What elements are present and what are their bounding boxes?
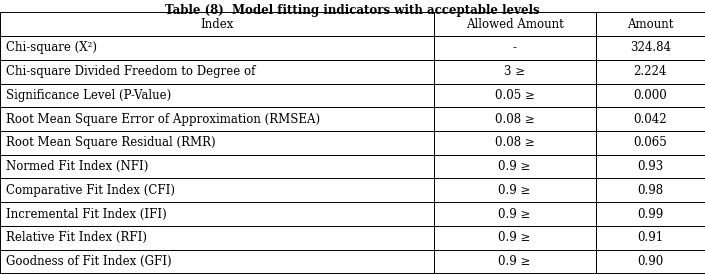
Bar xyxy=(0,131,434,155)
Text: Index: Index xyxy=(200,18,233,31)
Text: Incremental Fit Index (IFI): Incremental Fit Index (IFI) xyxy=(6,208,166,221)
Bar xyxy=(596,84,705,107)
Text: 0.9 ≥: 0.9 ≥ xyxy=(498,160,531,173)
Bar xyxy=(434,202,596,226)
Bar xyxy=(0,60,434,84)
Text: Table (8)  Model fitting indicators with acceptable levels: Table (8) Model fitting indicators with … xyxy=(165,4,540,17)
Bar xyxy=(0,107,434,131)
Text: Root Mean Square Error of Approximation (RMSEA): Root Mean Square Error of Approximation … xyxy=(6,113,320,126)
Text: 0.000: 0.000 xyxy=(634,89,667,102)
Bar xyxy=(0,36,434,60)
Bar xyxy=(596,60,705,84)
Bar xyxy=(434,84,596,107)
Text: 2.224: 2.224 xyxy=(634,65,667,78)
Bar xyxy=(0,202,434,226)
Text: -: - xyxy=(513,41,517,55)
Bar xyxy=(596,12,705,36)
Bar xyxy=(596,226,705,250)
Text: Amount: Amount xyxy=(627,18,673,31)
Text: 0.93: 0.93 xyxy=(637,160,663,173)
Text: 0.9 ≥: 0.9 ≥ xyxy=(498,184,531,197)
Bar xyxy=(0,178,434,202)
Text: 0.9 ≥: 0.9 ≥ xyxy=(498,231,531,244)
Bar xyxy=(0,250,434,273)
Bar xyxy=(0,155,434,178)
Text: Relative Fit Index (RFI): Relative Fit Index (RFI) xyxy=(6,231,147,244)
Bar xyxy=(596,250,705,273)
Text: Comparative Fit Index (CFI): Comparative Fit Index (CFI) xyxy=(6,184,175,197)
Text: 0.91: 0.91 xyxy=(637,231,663,244)
Text: Allowed Amount: Allowed Amount xyxy=(466,18,563,31)
Bar xyxy=(596,131,705,155)
Text: 0.08 ≥: 0.08 ≥ xyxy=(495,136,534,149)
Bar xyxy=(434,60,596,84)
Bar xyxy=(0,226,434,250)
Bar xyxy=(434,178,596,202)
Bar xyxy=(434,131,596,155)
Bar xyxy=(434,12,596,36)
Bar xyxy=(0,84,434,107)
Text: 0.042: 0.042 xyxy=(634,113,667,126)
Text: 0.98: 0.98 xyxy=(637,184,663,197)
Bar xyxy=(434,155,596,178)
Text: 0.99: 0.99 xyxy=(637,208,663,221)
Text: 0.05 ≥: 0.05 ≥ xyxy=(495,89,534,102)
Bar xyxy=(596,155,705,178)
Text: 0.9 ≥: 0.9 ≥ xyxy=(498,255,531,268)
Text: Root Mean Square Residual (RMR): Root Mean Square Residual (RMR) xyxy=(6,136,215,149)
Text: Goodness of Fit Index (GFI): Goodness of Fit Index (GFI) xyxy=(6,255,171,268)
Bar xyxy=(434,107,596,131)
Text: 0.065: 0.065 xyxy=(634,136,667,149)
Text: 0.9 ≥: 0.9 ≥ xyxy=(498,208,531,221)
Text: Significance Level (P-Value): Significance Level (P-Value) xyxy=(6,89,171,102)
Bar xyxy=(596,107,705,131)
Text: 0.08 ≥: 0.08 ≥ xyxy=(495,113,534,126)
Text: Chi-square Divided Freedom to Degree of: Chi-square Divided Freedom to Degree of xyxy=(6,65,255,78)
Bar xyxy=(596,202,705,226)
Bar xyxy=(434,250,596,273)
Text: Normed Fit Index (NFI): Normed Fit Index (NFI) xyxy=(6,160,148,173)
Text: 0.90: 0.90 xyxy=(637,255,663,268)
Text: Chi-square (X²): Chi-square (X²) xyxy=(6,41,97,55)
Bar xyxy=(596,36,705,60)
Text: 324.84: 324.84 xyxy=(630,41,671,55)
Bar xyxy=(434,226,596,250)
Text: 3 ≥: 3 ≥ xyxy=(504,65,525,78)
Bar xyxy=(596,178,705,202)
Bar xyxy=(0,12,434,36)
Bar xyxy=(434,36,596,60)
